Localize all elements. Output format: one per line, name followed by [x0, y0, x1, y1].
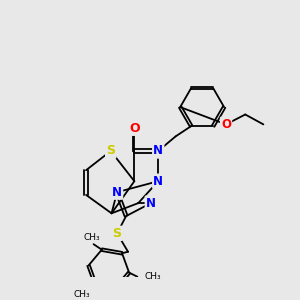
- Text: N: N: [146, 197, 156, 210]
- Text: CH₃: CH₃: [144, 272, 161, 281]
- Text: O: O: [129, 122, 140, 135]
- Text: N: N: [153, 175, 163, 188]
- Text: N: N: [153, 145, 163, 158]
- Text: S: S: [106, 145, 115, 158]
- Text: CH₃: CH₃: [84, 233, 101, 242]
- Text: O: O: [221, 118, 231, 131]
- Text: CH₃: CH₃: [74, 290, 90, 299]
- Text: N: N: [112, 186, 122, 199]
- Text: S: S: [112, 227, 122, 240]
